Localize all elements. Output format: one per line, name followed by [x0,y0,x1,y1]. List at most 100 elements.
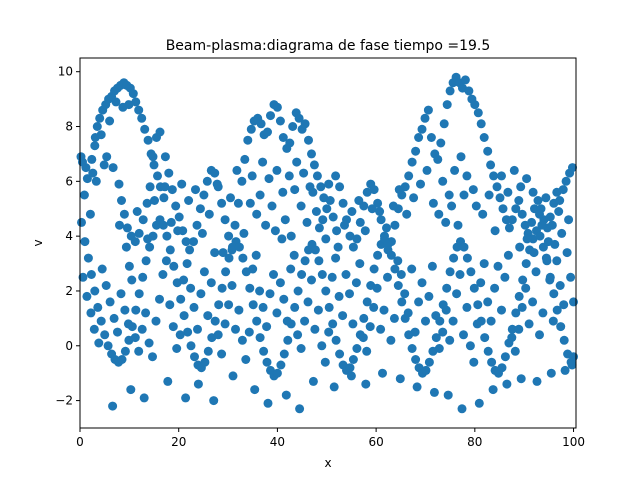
data-point [395,374,405,384]
data-point [243,135,253,145]
data-point [503,187,513,197]
data-point [495,193,505,203]
y-tick-label: 6 [65,174,73,188]
data-point [263,127,272,137]
data-point [459,190,469,200]
data-point [428,198,438,208]
data-point [412,382,422,392]
data-point [566,272,576,282]
data-point [351,278,361,288]
data-point [340,220,349,230]
data-point [331,335,341,345]
data-point [164,168,174,178]
data-point [507,215,517,225]
data-point [184,196,194,205]
data-point [333,242,343,252]
data-point [322,204,332,214]
data-point [436,138,446,148]
data-point [288,122,298,131]
data-point [515,242,525,252]
data-point [309,160,319,170]
data-point [267,201,277,211]
data-point [378,368,387,378]
data-point [130,237,140,247]
data-point [410,327,420,337]
data-point [305,182,315,192]
data-point [348,242,358,252]
data-point [472,319,482,329]
data-point [77,217,86,227]
data-point [90,141,100,151]
data-point [313,305,323,315]
data-point [283,335,293,345]
data-point [369,302,379,312]
data-point [284,171,294,181]
data-point [559,300,569,310]
data-point [109,313,119,323]
data-point [514,291,524,301]
data-point [105,297,115,307]
data-point [143,135,153,145]
data-point [464,86,474,96]
data-point [373,250,383,260]
data-point [297,270,307,279]
data-point [459,242,469,252]
data-point [245,283,255,293]
data-point [334,291,344,301]
data-point [516,374,526,384]
data-point [321,286,331,296]
data-point [431,333,441,343]
data-point [455,270,465,279]
data-point [224,253,234,263]
data-point [318,215,328,225]
data-point [341,270,351,279]
data-point [420,113,430,123]
data-point [547,220,557,230]
data-point [308,376,318,386]
data-point [292,157,302,167]
data-point [177,179,187,189]
data-point [483,146,493,156]
data-point [193,324,202,334]
data-point [86,270,96,279]
data-point [122,223,132,233]
data-point [138,272,148,282]
data-point [144,338,154,348]
data-point [328,319,338,329]
data-point [462,253,472,263]
data-point [541,193,551,203]
data-point [400,289,410,299]
data-point [345,289,354,299]
data-point [394,185,404,195]
chart-title: Beam-plasma:diagrama de fase tiempo =19.… [166,38,491,54]
data-point [108,163,118,173]
data-point [256,119,266,129]
data-point [462,171,472,181]
data-point [97,264,107,274]
data-point [416,179,425,189]
data-point [137,324,147,334]
data-point [361,379,371,389]
data-point [165,245,175,255]
data-point [126,385,136,395]
data-point [141,308,151,318]
data-point [200,357,210,367]
data-point [427,261,437,271]
data-point [354,196,364,205]
data-point [479,133,489,142]
data-point [362,346,372,356]
data-point [324,302,334,312]
data-point [275,116,285,126]
data-point [382,223,391,233]
data-point [488,385,498,395]
data-point [510,346,520,356]
data-point [433,154,443,164]
data-point [217,349,227,359]
data-point [134,289,144,299]
data-point [304,135,313,145]
data-point [345,363,355,373]
data-point [407,344,417,353]
data-point [210,248,220,258]
data-point [82,291,92,301]
data-point [438,327,448,337]
